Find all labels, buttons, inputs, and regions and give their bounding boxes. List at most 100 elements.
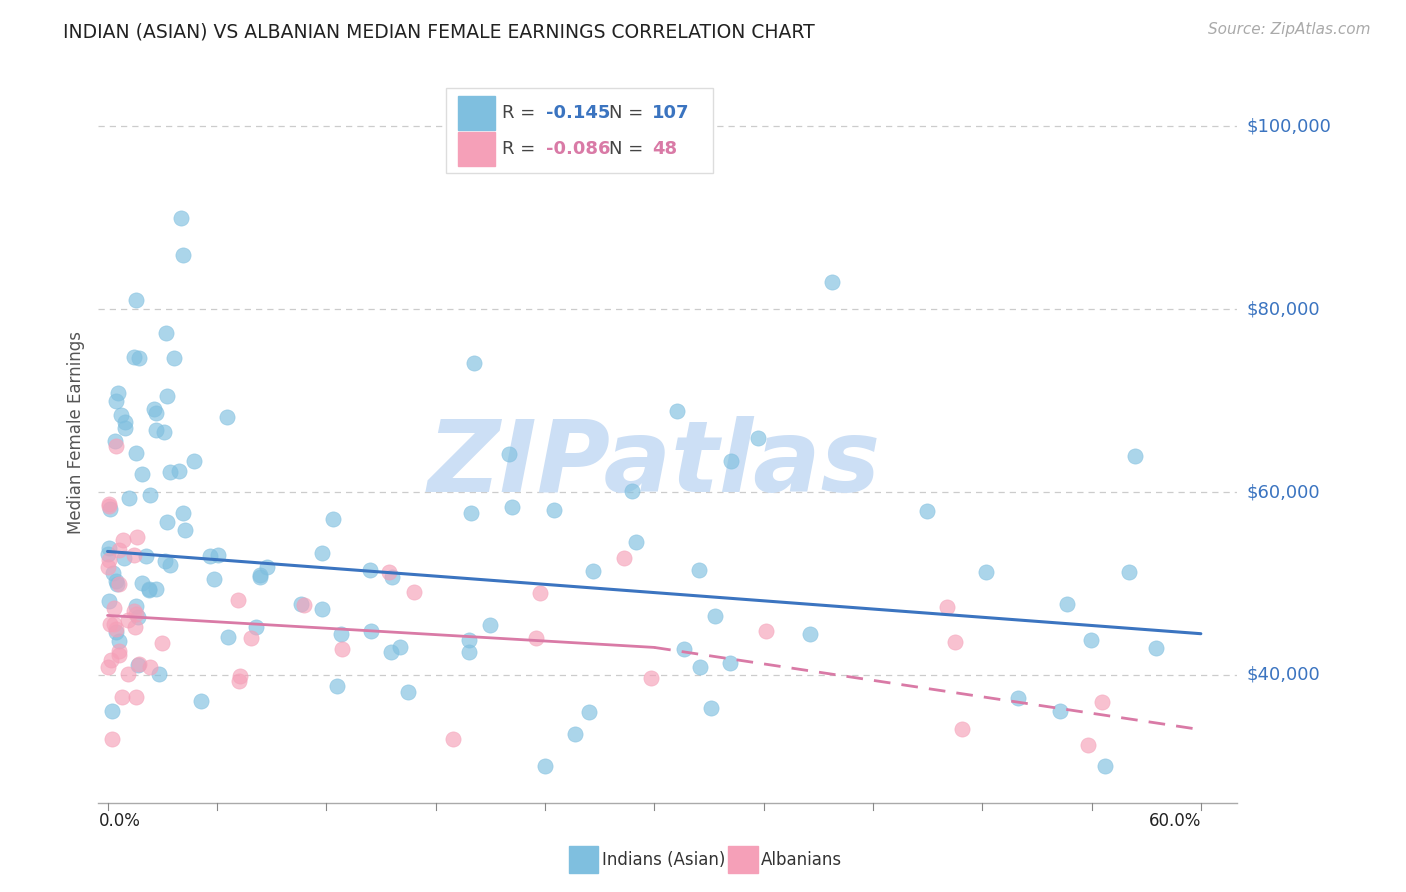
Albanians bbox=[402, 585, 425, 599]
Indians (Asian) bbox=[290, 597, 312, 611]
Indians (Asian) bbox=[97, 594, 120, 608]
Indians (Asian) bbox=[127, 658, 149, 673]
Indians (Asian) bbox=[534, 759, 557, 773]
Text: R =: R = bbox=[502, 104, 540, 122]
FancyBboxPatch shape bbox=[728, 847, 758, 873]
Indians (Asian) bbox=[148, 667, 170, 681]
Albanians bbox=[228, 669, 250, 683]
Indians (Asian) bbox=[153, 425, 176, 440]
Indians (Asian) bbox=[578, 705, 600, 719]
Indians (Asian) bbox=[621, 484, 644, 499]
Albanians bbox=[108, 644, 131, 658]
Text: Albanians: Albanians bbox=[761, 851, 842, 869]
Indians (Asian) bbox=[104, 434, 127, 449]
Indians (Asian) bbox=[172, 506, 194, 520]
Albanians bbox=[100, 731, 122, 746]
Indians (Asian) bbox=[974, 566, 997, 580]
Indians (Asian) bbox=[114, 415, 136, 429]
Indians (Asian) bbox=[720, 454, 742, 468]
Indians (Asian) bbox=[183, 454, 205, 468]
Albanians bbox=[97, 553, 120, 567]
Indians (Asian) bbox=[125, 293, 148, 308]
Albanians bbox=[1091, 695, 1114, 709]
Indians (Asian) bbox=[915, 503, 938, 517]
Indians (Asian) bbox=[460, 506, 482, 520]
Indians (Asian) bbox=[163, 351, 186, 365]
Text: 48: 48 bbox=[652, 140, 678, 158]
Indians (Asian) bbox=[463, 356, 485, 370]
Text: -0.145: -0.145 bbox=[546, 104, 610, 122]
Text: $40,000: $40,000 bbox=[1246, 665, 1320, 684]
Indians (Asian) bbox=[381, 570, 404, 584]
Albanians bbox=[228, 593, 250, 607]
Text: N =: N = bbox=[609, 140, 648, 158]
Indians (Asian) bbox=[249, 570, 271, 584]
Indians (Asian) bbox=[118, 491, 141, 506]
Indians (Asian) bbox=[104, 624, 127, 639]
Indians (Asian) bbox=[458, 632, 481, 647]
Text: 0.0%: 0.0% bbox=[98, 812, 141, 830]
Indians (Asian) bbox=[688, 563, 710, 577]
Indians (Asian) bbox=[380, 645, 402, 659]
Albanians bbox=[378, 565, 401, 579]
Indians (Asian) bbox=[159, 558, 181, 572]
Indians (Asian) bbox=[458, 645, 481, 659]
Indians (Asian) bbox=[202, 572, 225, 586]
Indians (Asian) bbox=[398, 684, 420, 698]
Indians (Asian) bbox=[718, 656, 741, 670]
Albanians bbox=[943, 635, 966, 649]
Indians (Asian) bbox=[138, 582, 160, 597]
Indians (Asian) bbox=[155, 326, 177, 340]
Indians (Asian) bbox=[329, 627, 352, 641]
Albanians bbox=[292, 599, 315, 613]
Indians (Asian) bbox=[159, 466, 181, 480]
Indians (Asian) bbox=[105, 394, 128, 409]
Indians (Asian) bbox=[124, 599, 146, 613]
Indians (Asian) bbox=[107, 634, 129, 648]
Indians (Asian) bbox=[501, 500, 523, 514]
FancyBboxPatch shape bbox=[446, 88, 713, 173]
Albanians bbox=[124, 548, 146, 562]
Indians (Asian) bbox=[217, 630, 239, 644]
Indians (Asian) bbox=[131, 467, 153, 482]
Indians (Asian) bbox=[1056, 597, 1078, 611]
Albanians bbox=[107, 648, 129, 662]
Albanians bbox=[124, 690, 146, 704]
Indians (Asian) bbox=[143, 401, 166, 416]
Albanians bbox=[239, 631, 262, 645]
Indians (Asian) bbox=[153, 554, 176, 568]
Indians (Asian) bbox=[665, 403, 688, 417]
Text: $100,000: $100,000 bbox=[1246, 118, 1331, 136]
Indians (Asian) bbox=[673, 642, 696, 657]
Indians (Asian) bbox=[107, 386, 129, 401]
Indians (Asian) bbox=[174, 523, 197, 537]
Indians (Asian) bbox=[700, 701, 723, 715]
Indians (Asian) bbox=[564, 726, 586, 740]
Text: R =: R = bbox=[502, 140, 540, 158]
Text: 107: 107 bbox=[652, 104, 689, 122]
Text: 60.0%: 60.0% bbox=[1149, 812, 1201, 830]
Indians (Asian) bbox=[207, 549, 229, 563]
Indians (Asian) bbox=[156, 389, 179, 403]
Indians (Asian) bbox=[689, 660, 711, 674]
Albanians bbox=[103, 601, 125, 615]
Indians (Asian) bbox=[1144, 640, 1167, 655]
Indians (Asian) bbox=[245, 620, 267, 634]
Albanians bbox=[98, 617, 121, 632]
Indians (Asian) bbox=[167, 464, 190, 478]
Albanians bbox=[139, 660, 162, 674]
Indians (Asian) bbox=[139, 488, 162, 502]
Albanians bbox=[524, 631, 547, 645]
Indians (Asian) bbox=[156, 516, 179, 530]
Indians (Asian) bbox=[110, 408, 132, 422]
Indians (Asian) bbox=[105, 574, 128, 588]
Indians (Asian) bbox=[325, 679, 347, 693]
Text: INDIAN (ASIAN) VS ALBANIAN MEDIAN FEMALE EARNINGS CORRELATION CHART: INDIAN (ASIAN) VS ALBANIAN MEDIAN FEMALE… bbox=[63, 22, 815, 41]
Indians (Asian) bbox=[388, 640, 411, 655]
Albanians bbox=[613, 550, 636, 565]
Indians (Asian) bbox=[582, 564, 605, 578]
FancyBboxPatch shape bbox=[569, 847, 599, 873]
Albanians bbox=[950, 723, 973, 737]
Albanians bbox=[98, 500, 121, 514]
Albanians bbox=[128, 657, 150, 671]
